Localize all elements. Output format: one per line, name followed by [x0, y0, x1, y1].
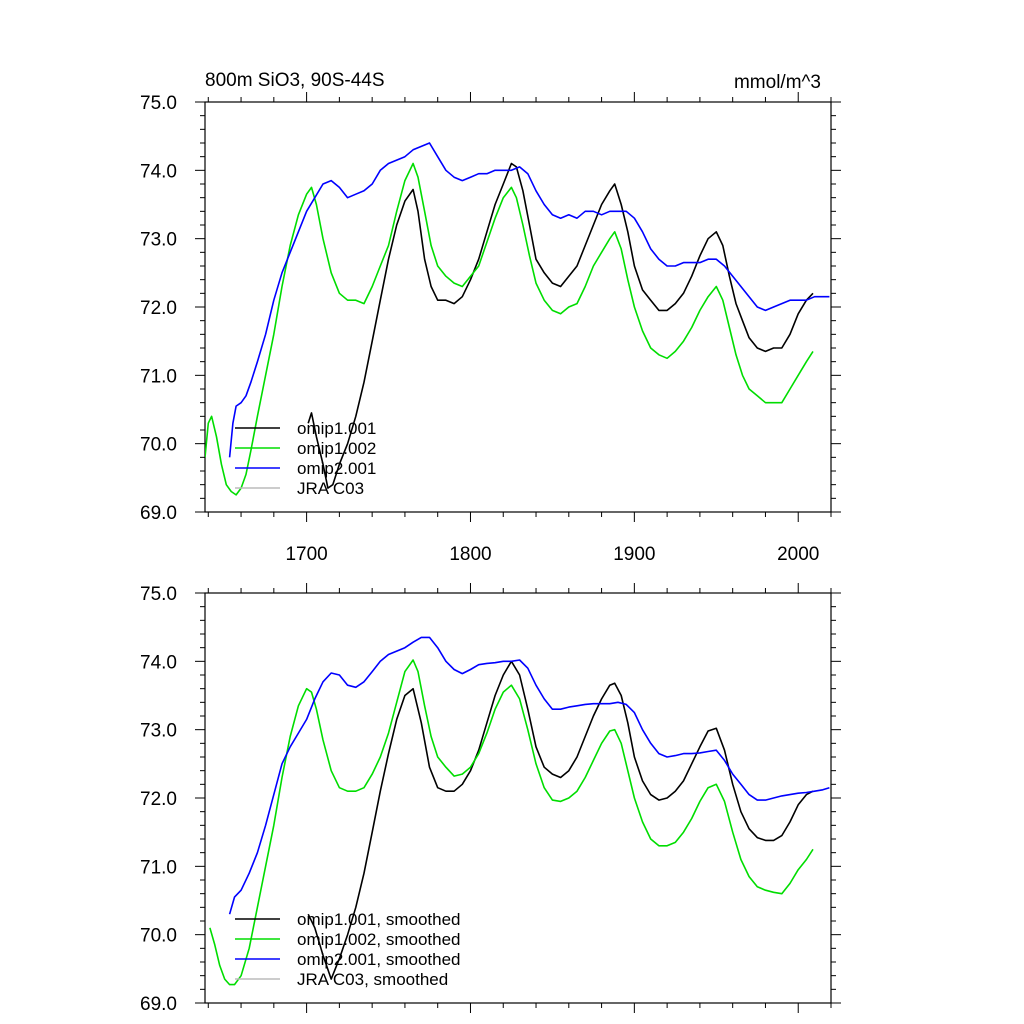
y-tick-label: 71.0	[140, 857, 177, 878]
legend-label: omip1.001	[297, 419, 376, 438]
series-line-omip2-001-smoothed	[228, 636, 830, 915]
legend-label: omip2.001	[297, 459, 376, 478]
legend-label: omip2.001, smoothed	[297, 950, 461, 969]
y-tick-label: 73.0	[140, 721, 177, 742]
y-tick-label: 74.0	[140, 161, 177, 182]
legend-label: omip1.002	[297, 439, 376, 458]
legend-label: omip1.001, smoothed	[297, 910, 461, 929]
y-tick-label: 69.0	[140, 994, 177, 1015]
y-tick-label: 73.0	[140, 230, 177, 251]
legend-label: JRA C03	[297, 479, 364, 498]
y-tick-label: 72.0	[140, 789, 177, 810]
units-label: mmol/m^3	[734, 72, 821, 93]
x-tick-label: 2000	[777, 544, 819, 565]
y-tick-label: 71.0	[140, 366, 177, 387]
y-tick-label: 74.0	[140, 652, 177, 673]
y-tick-label: 75.0	[140, 584, 177, 605]
x-tick-label: 1800	[449, 544, 491, 565]
series-line-omip1-002	[205, 162, 814, 496]
y-tick-label: 70.0	[140, 926, 177, 947]
series-line-omip2-001	[228, 142, 830, 458]
y-tick-label: 70.0	[140, 435, 177, 456]
series-group	[209, 636, 830, 986]
chart-panel-2: 69.0 70.0 71.0 72.0 73.0 74.0 75.0 omip1.001, s…	[140, 583, 841, 1015]
series-line-omip1-001	[307, 162, 814, 489]
y-tick-label: 75.0	[140, 93, 177, 114]
x-tick-label: 1900	[613, 544, 655, 565]
y-tick-label: 72.0	[140, 298, 177, 319]
series-line-omip1-002-smoothed	[209, 659, 814, 986]
series-group	[205, 142, 830, 496]
chart-title: 800m SiO3, 90S-44S	[205, 70, 385, 91]
legend-label: JRA C03, smoothed	[297, 970, 448, 989]
chart-panel-1: 69.0 70.0 71.0 72.0 73.0 74.0 75.0 1700 1800 1900…	[140, 70, 841, 565]
legend-label: omip1.002, smoothed	[297, 930, 461, 949]
x-tick-label: 1700	[285, 544, 327, 565]
y-tick-label: 69.0	[140, 503, 177, 524]
